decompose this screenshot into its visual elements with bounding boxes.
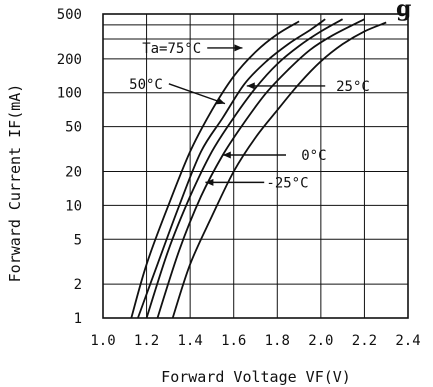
series-line	[145, 18, 344, 319]
x-tick-label: 1.0	[90, 333, 115, 349]
series-line	[171, 21, 387, 319]
x-tick-label: 2.4	[395, 333, 420, 349]
chart-title-fragment: g	[396, 0, 411, 22]
arrowhead	[216, 97, 225, 105]
grid-lines	[102, 13, 409, 319]
annotation-arrow	[168, 83, 226, 105]
y-tick-label: 1	[74, 311, 82, 327]
arrowhead	[205, 178, 214, 186]
annotation-label: 25°C	[336, 79, 370, 95]
plot-frame	[102, 13, 409, 319]
x-tick-label: 1.4	[177, 333, 202, 349]
y-tick-label: 20	[65, 164, 82, 180]
x-tick-label: 1.2	[134, 333, 159, 349]
annotation-label: 0°C	[301, 148, 326, 164]
annotation-label: 50°C	[129, 77, 163, 93]
x-tick-labels: 1.0 1.2 1.4 1.6 1.8 2.0 2.2 2.4	[90, 333, 420, 349]
x-tick-label: 2.2	[352, 333, 377, 349]
annotation-label: -25°C	[266, 175, 308, 191]
y-tick-label: 100	[57, 86, 82, 102]
y-tick-label: 500	[57, 7, 82, 23]
arrowhead	[234, 44, 243, 52]
y-tick-label: 10	[65, 198, 82, 214]
arrowhead	[222, 151, 231, 159]
series-line	[156, 18, 365, 319]
x-tick-label: 2.0	[308, 333, 333, 349]
y-axis-label: Forward Current IF(mA)	[6, 84, 24, 283]
x-tick-label: 1.6	[221, 333, 246, 349]
x-tick-label: 1.8	[265, 333, 290, 349]
x-axis-label: Forward Voltage VF(V)	[161, 368, 351, 386]
y-tick-label: 2	[74, 277, 82, 293]
annotation-group: Ta=75°C 50°C 25°C 0°C -25°C	[129, 41, 370, 191]
y-tick-label: 50	[65, 120, 82, 136]
curve-group	[130, 18, 387, 319]
y-tick-label: 5	[74, 232, 82, 248]
y-tick-label: 200	[57, 52, 82, 68]
series-line	[137, 18, 326, 319]
series-line	[130, 20, 300, 319]
y-tick-labels: 1 2 5 10 20 50 100 200 500	[57, 7, 82, 327]
annotation-label: Ta=75°C	[142, 41, 201, 57]
arrowhead	[246, 82, 255, 90]
